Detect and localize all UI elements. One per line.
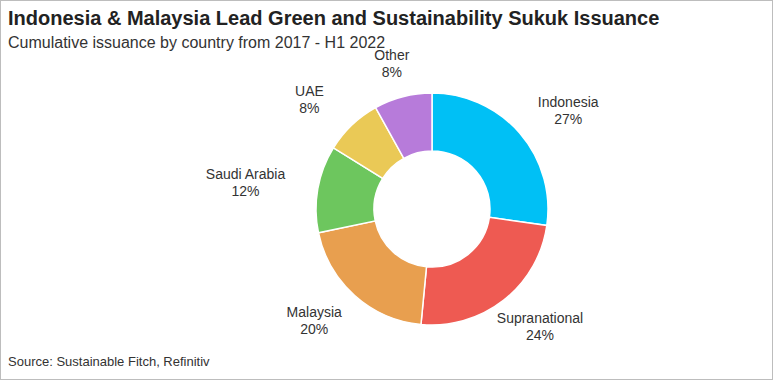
donut <box>316 93 548 325</box>
category-label: UAE <box>295 83 324 99</box>
value-label: 24% <box>526 327 554 343</box>
value-label: 8% <box>382 64 402 80</box>
value-label: 8% <box>299 100 319 116</box>
frame <box>1 1 773 380</box>
data-label: Supranational24% <box>497 310 583 343</box>
category-label: Indonesia <box>538 94 599 110</box>
value-label: 27% <box>554 111 582 127</box>
value-label: 12% <box>231 183 259 199</box>
data-label: Malaysia20% <box>287 304 342 337</box>
category-label: Other <box>374 47 409 63</box>
slice <box>376 93 432 158</box>
value-label: 20% <box>300 321 328 337</box>
category-label: Supranational <box>497 310 583 326</box>
slice <box>432 93 548 226</box>
data-label: UAE8% <box>295 83 324 116</box>
slice <box>421 217 547 325</box>
data-label: Saudi Arabia12% <box>206 166 286 199</box>
source: Source: Sustainable Fitch, Refinitiv <box>8 354 210 369</box>
labels: Indonesia27% Supranational24% Malaysia20% S… <box>206 47 599 343</box>
data-label: Other8% <box>374 47 409 80</box>
subtitle: Cumulative issuance by country from 2017… <box>8 34 385 51</box>
chart: Indonesia & Malaysia Lead Green and Sust… <box>0 0 773 380</box>
title: Indonesia & Malaysia Lead Green and Sust… <box>8 7 659 29</box>
data-label: Indonesia27% <box>538 94 599 127</box>
category-label: Malaysia <box>287 304 342 320</box>
category-label: Saudi Arabia <box>206 166 286 182</box>
